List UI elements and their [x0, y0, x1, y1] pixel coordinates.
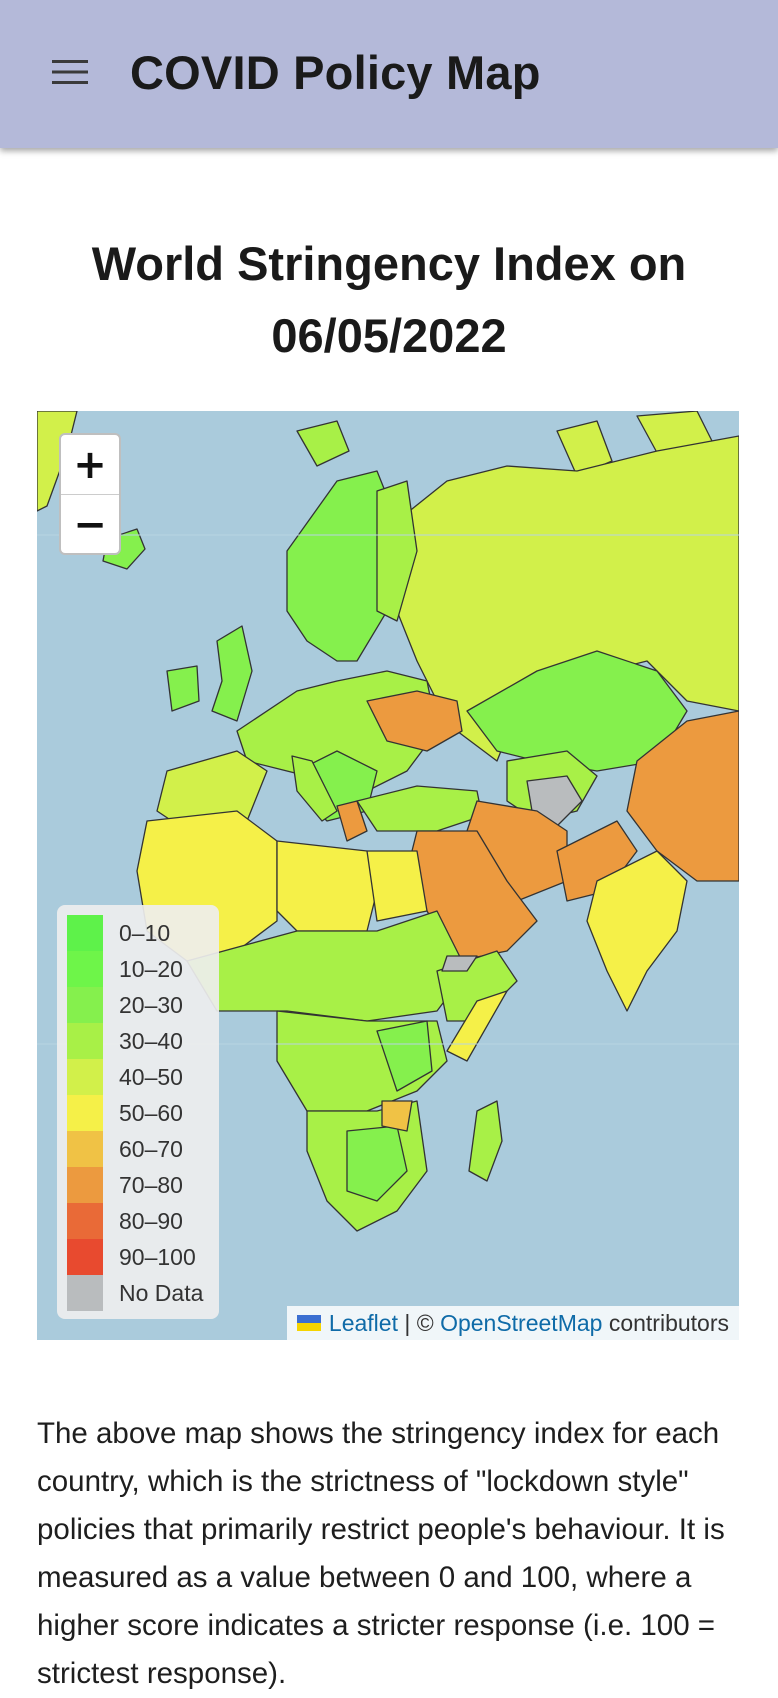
legend-swatch [67, 951, 103, 987]
legend-item: 0–10 [67, 915, 219, 951]
legend-swatch [67, 1023, 103, 1059]
legend-item: 30–40 [67, 1023, 219, 1059]
legend-label: 10–20 [119, 955, 183, 982]
legend-swatch [67, 1059, 103, 1095]
legend-item: 10–20 [67, 951, 219, 987]
legend-item: 20–30 [67, 987, 219, 1023]
zoom-in-button[interactable]: + [73, 441, 107, 488]
legend-swatch [67, 1095, 103, 1131]
legend-label: 70–80 [119, 1171, 183, 1198]
legend-label: 0–10 [119, 919, 171, 946]
legend-swatch [67, 1167, 103, 1203]
page-title: World Stringency Index on 06/05/2022 [91, 237, 687, 362]
app-title: COVID Policy Map [130, 46, 541, 99]
legend-label: 20–30 [119, 991, 183, 1018]
legend-item: 40–50 [67, 1059, 219, 1095]
legend-label: 50–60 [119, 1099, 183, 1126]
leaflet-link[interactable]: Leaflet [328, 1309, 398, 1336]
legend-label: 40–50 [119, 1063, 183, 1090]
legend-swatch [67, 1203, 103, 1239]
legend-item: 90–100 [67, 1239, 219, 1275]
legend-item: 70–80 [67, 1167, 219, 1203]
attribution-suffix: contributors [602, 1309, 729, 1336]
zoom-out-button[interactable]: − [61, 494, 119, 553]
legend-swatch [67, 1239, 103, 1275]
legend-label: 80–90 [119, 1207, 183, 1234]
map-description: The above map shows the stringency index… [37, 1417, 725, 1690]
map-land [37, 411, 739, 1232]
app-bar: COVID Policy Map [0, 0, 778, 148]
ukraine-flag-icon [296, 1315, 321, 1331]
legend-item: 60–70 [67, 1131, 219, 1167]
legend-label: No Data [119, 1279, 204, 1306]
map-attribution: Leaflet | © OpenStreetMap contributors [286, 1306, 739, 1340]
legend-label: 30–40 [119, 1027, 183, 1054]
openstreetmap-link[interactable]: OpenStreetMap [440, 1309, 603, 1336]
legend-item: No Data [67, 1275, 219, 1311]
legend-swatch [67, 987, 103, 1023]
attribution-separator: | © [397, 1309, 441, 1336]
map-legend: 0–10 10–20 20–30 30–40 40–50 50–60 60–70… [57, 905, 219, 1319]
hamburger-menu-icon[interactable] [44, 52, 96, 92]
world-map[interactable]: + − 0–10 10–20 20–30 30–40 40–50 50–60 6… [37, 411, 739, 1340]
zoom-control: + − [59, 433, 121, 555]
legend-label: 60–70 [119, 1135, 183, 1162]
legend-swatch [67, 1275, 103, 1311]
legend-item: 50–60 [67, 1095, 219, 1131]
legend-swatch [67, 1131, 103, 1167]
legend-item: 80–90 [67, 1203, 219, 1239]
legend-label: 90–100 [119, 1243, 196, 1270]
legend-swatch [67, 915, 103, 951]
